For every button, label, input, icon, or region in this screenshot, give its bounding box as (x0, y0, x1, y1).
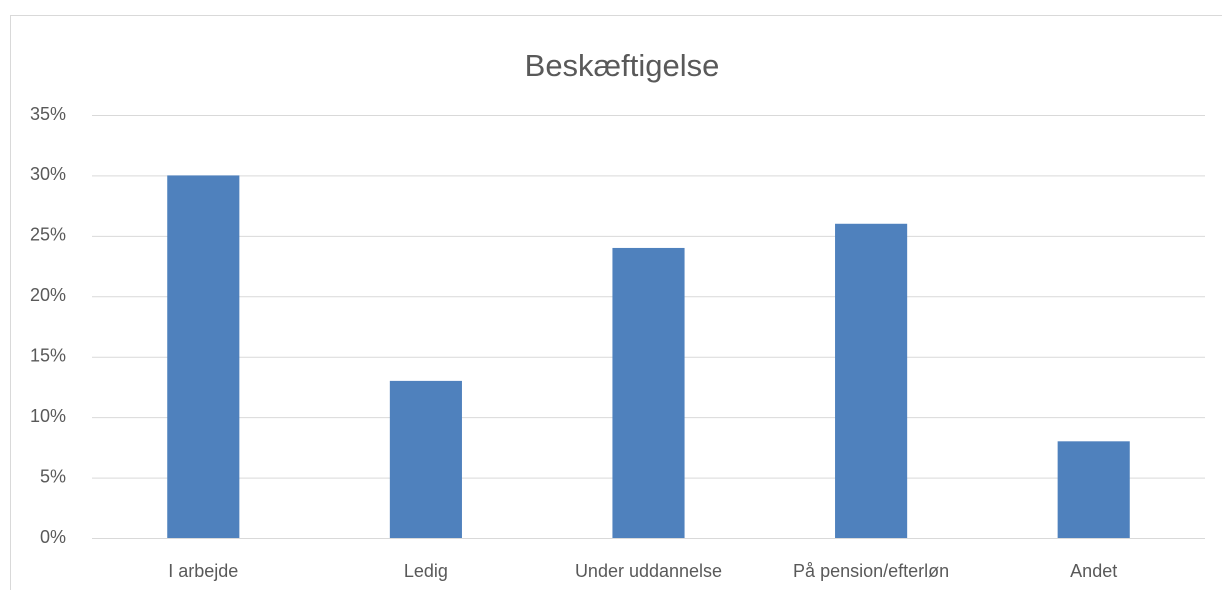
y-tick-label: 20% (30, 285, 66, 305)
bar (835, 223, 908, 538)
y-tick-label: 30% (30, 164, 66, 184)
y-tick-label: 35% (30, 104, 66, 124)
y-tick-label: 10% (30, 406, 66, 426)
x-tick-label: Ledig (404, 561, 448, 581)
y-tick-label: 25% (30, 225, 66, 245)
y-tick-label: 5% (40, 466, 66, 486)
x-tick-label: Under uddannelse (575, 561, 722, 581)
y-tick-label: 15% (30, 345, 66, 365)
x-tick-label: Andet (1070, 561, 1117, 581)
chart-title: Beskæftigelse (525, 48, 720, 83)
x-tick-label: I arbejde (168, 561, 238, 581)
x-tick-label: På pension/efterløn (793, 561, 949, 581)
bar (612, 247, 685, 538)
y-tick-label: 0% (40, 527, 66, 547)
bar (1057, 441, 1130, 538)
bar (167, 175, 240, 538)
bar (389, 380, 462, 538)
